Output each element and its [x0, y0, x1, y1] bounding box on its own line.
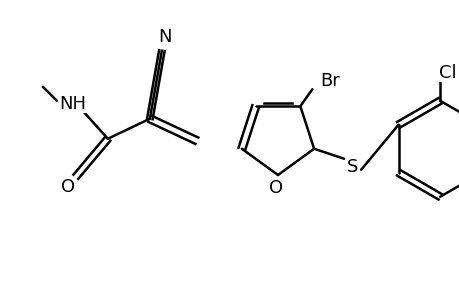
Text: NH: NH	[59, 95, 86, 113]
Text: N: N	[158, 28, 171, 46]
Text: O: O	[61, 178, 75, 196]
Text: Br: Br	[320, 72, 340, 90]
Text: S: S	[346, 158, 357, 176]
Text: Cl: Cl	[438, 64, 456, 82]
Text: O: O	[269, 179, 282, 197]
